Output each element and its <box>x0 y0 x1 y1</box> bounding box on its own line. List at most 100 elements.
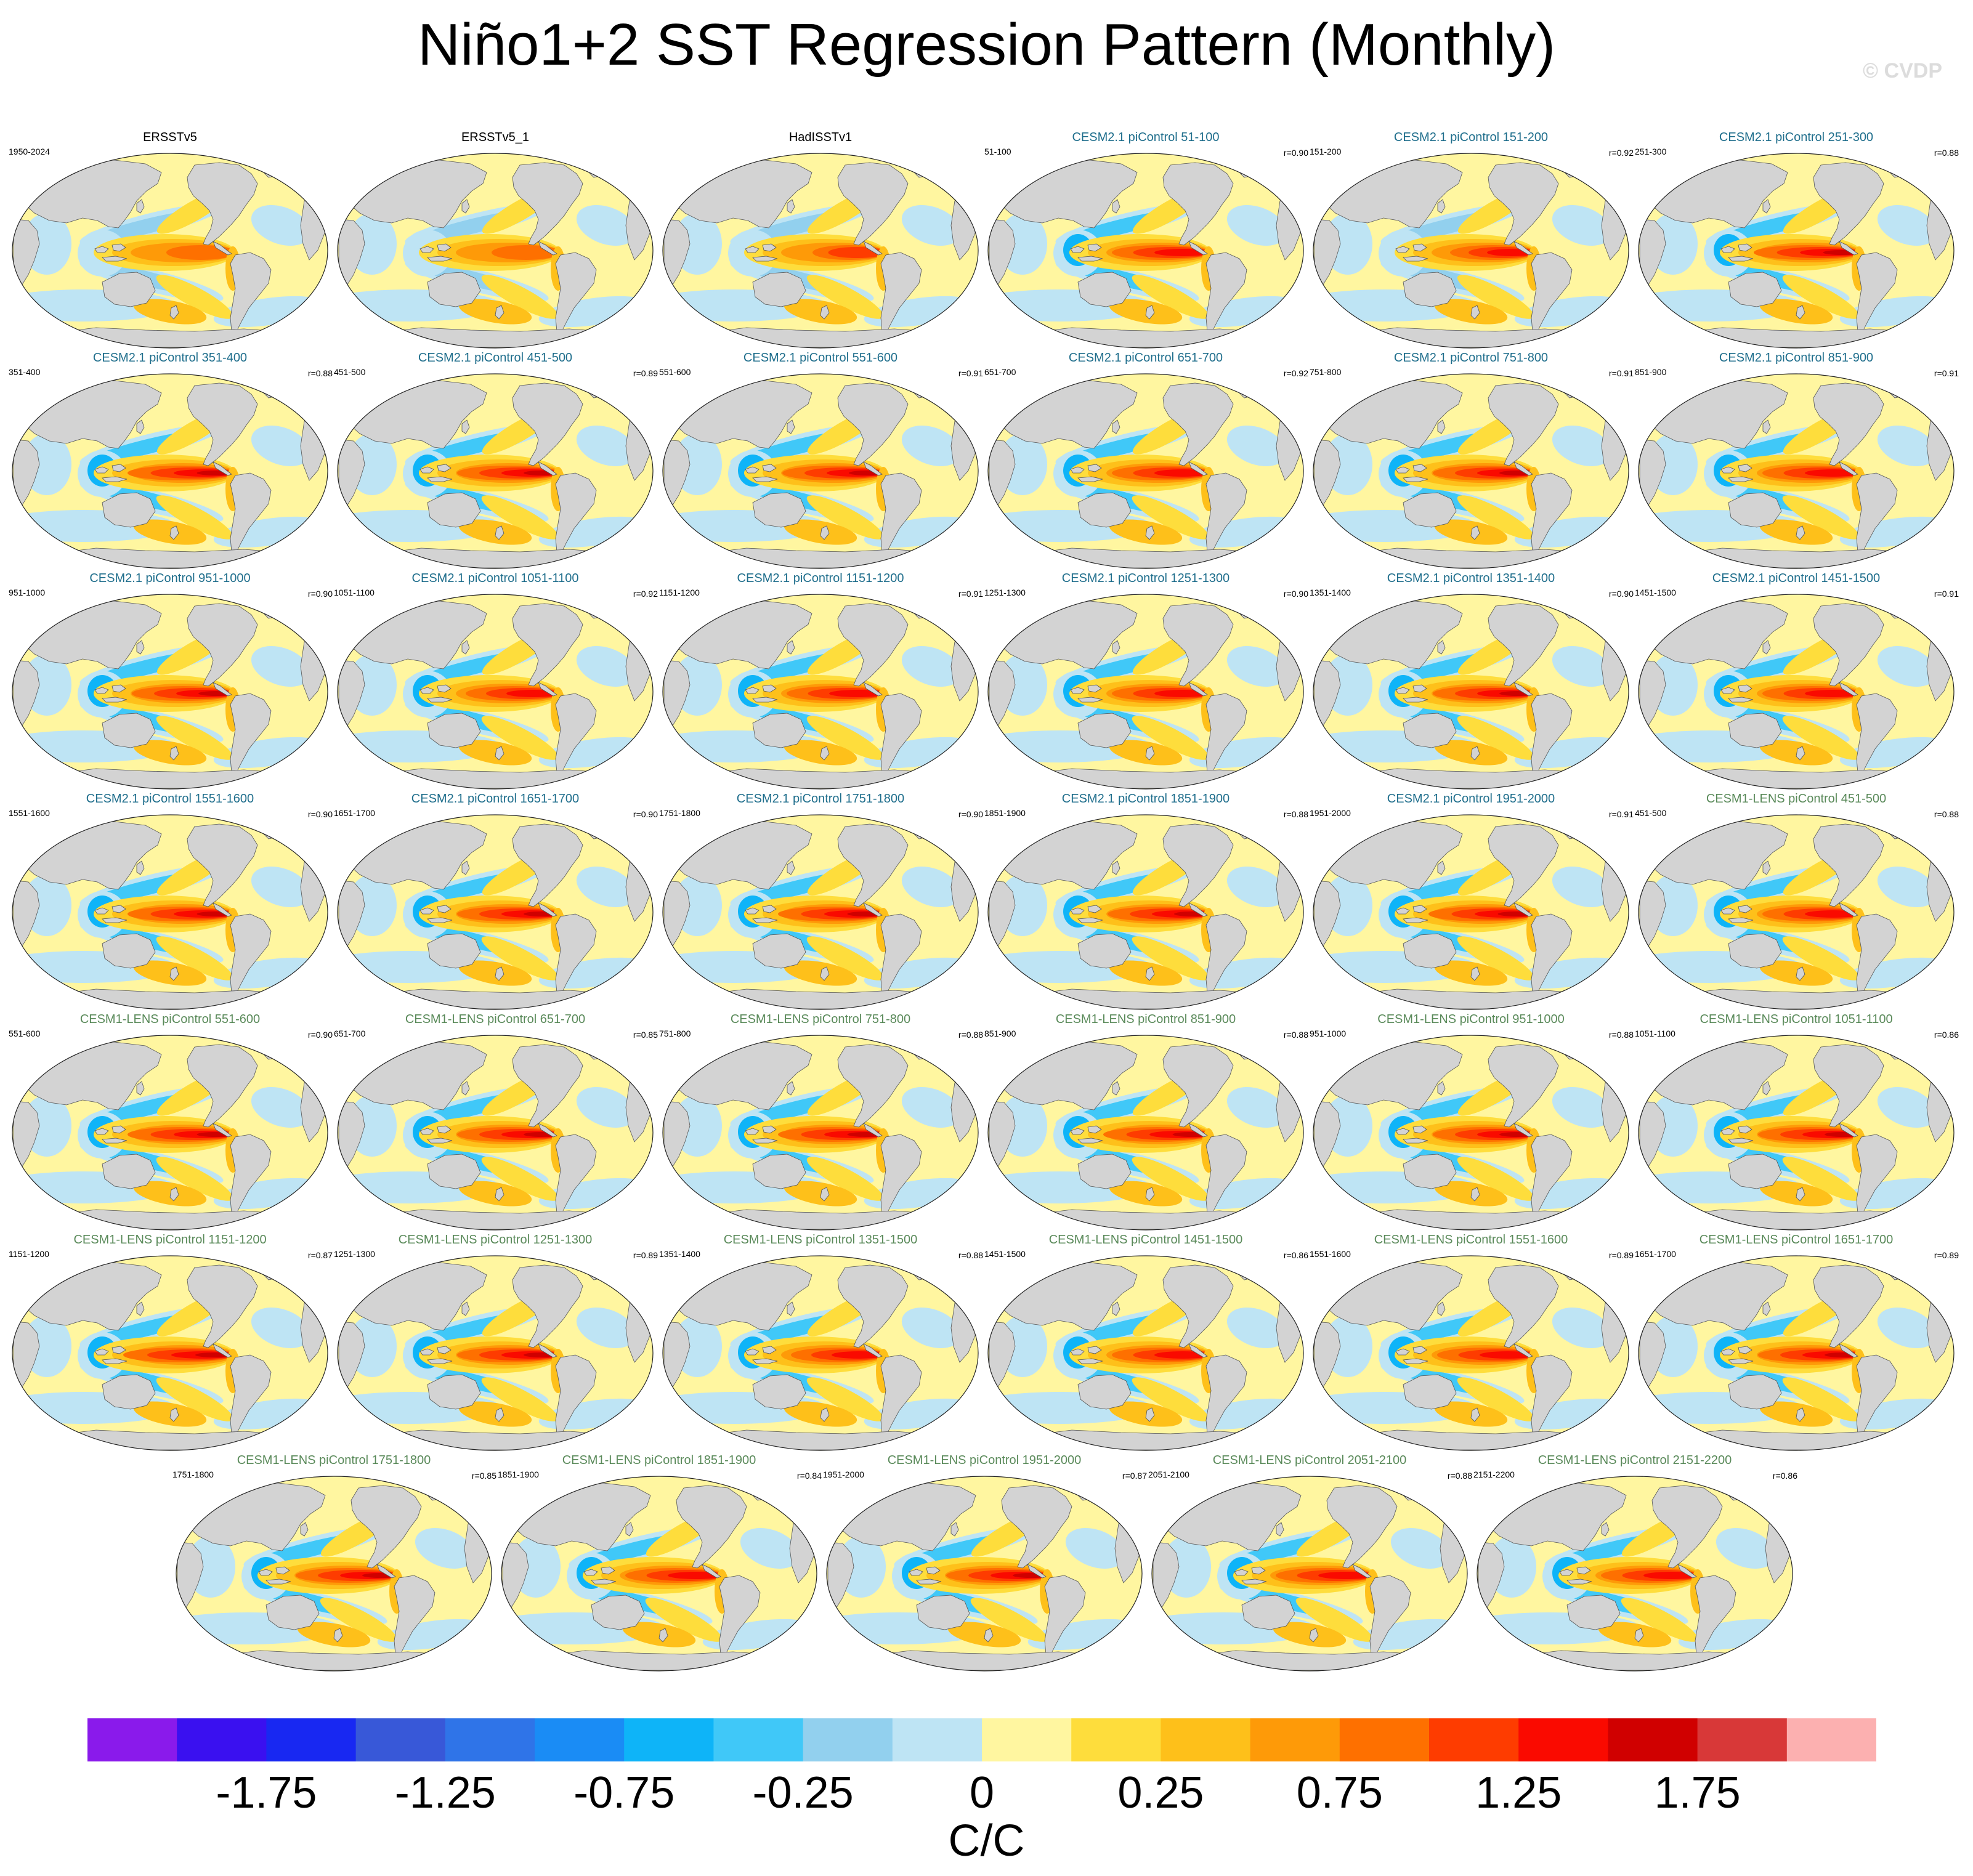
land-mass <box>863 902 883 917</box>
land-mass <box>538 1123 557 1138</box>
land-mass <box>1660 548 1932 568</box>
field-contour <box>784 1401 857 1427</box>
map-border <box>987 373 1304 569</box>
panel-title: CESM1-LENS piControl 1751-1800 <box>237 1453 431 1467</box>
colorbar-swatch <box>266 1718 357 1761</box>
field-contour <box>1759 1401 1833 1427</box>
land-mass <box>1796 305 1805 320</box>
map-border <box>176 1476 492 1672</box>
field-contour <box>1782 1157 1860 1201</box>
land-mass <box>1077 492 1132 528</box>
land-mass <box>495 966 504 981</box>
panel-period-label: 1751-1800 <box>659 808 700 818</box>
panel-correlation-label: r=0.89 <box>633 1250 658 1260</box>
panel-correlation-label: r=0.88 <box>307 368 333 378</box>
land-mass <box>427 1358 453 1364</box>
field-contour <box>1782 1377 1860 1421</box>
colorbar-tick-label: -0.25 <box>752 1768 854 1817</box>
land-mass <box>136 640 145 655</box>
land-mass <box>555 1354 597 1434</box>
land-mass <box>684 327 957 348</box>
land-mass <box>1077 1154 1132 1189</box>
land-mass <box>1738 1125 1752 1134</box>
panel-title: CESM2.1 piControl 1851-1900 <box>1061 792 1230 806</box>
land-mass <box>1010 548 1282 568</box>
land-mass <box>1087 243 1102 252</box>
land-mass <box>94 466 109 474</box>
panel-period-label: 1951-2000 <box>1310 808 1351 818</box>
land-mass <box>863 1343 883 1358</box>
land-mass <box>1513 1123 1533 1138</box>
land-mass <box>169 525 179 540</box>
map-border <box>337 373 654 569</box>
map-field <box>988 594 1303 789</box>
map-field <box>1639 1256 1954 1450</box>
land-mass <box>102 492 156 528</box>
land-mass <box>745 907 760 915</box>
field-contour <box>576 1087 636 1128</box>
field-contour <box>1457 495 1534 540</box>
map-border <box>1638 814 1955 1010</box>
land-mass <box>1112 860 1120 875</box>
land-mass <box>34 1209 306 1230</box>
map-field <box>1639 594 1954 789</box>
sst-regression-map <box>12 153 328 349</box>
field-contour <box>784 519 857 545</box>
land-mass <box>762 1346 777 1354</box>
land-mass <box>1395 907 1410 915</box>
land-mass <box>820 746 830 761</box>
land-mass <box>1728 1154 1782 1189</box>
map-panel: CESM1-LENS piControl 651-700 651-700 r=0.8… <box>333 1013 658 1232</box>
land-mass <box>1087 684 1102 693</box>
map-panel: CESM2.1 piControl 751-800 751-800 r=0.91 <box>1308 351 1634 570</box>
colorbar-swatch <box>445 1718 535 1761</box>
field-contour <box>1877 426 1937 466</box>
land-mass <box>1205 1354 1247 1434</box>
panel-title: CESM1-LENS piControl 1151-1200 <box>73 1233 267 1247</box>
land-mass <box>111 1125 126 1134</box>
land-mass <box>555 693 597 773</box>
land-mass <box>94 246 109 253</box>
land-mass <box>1762 1081 1771 1096</box>
panel-period-label: 451-500 <box>334 367 366 377</box>
land-mass <box>1796 966 1805 981</box>
panel-title: CESM1-LENS piControl 751-800 <box>730 1013 911 1026</box>
field-contour <box>1759 299 1833 325</box>
map-border <box>1477 1476 1793 1672</box>
map-border <box>337 1035 654 1231</box>
land-mass <box>111 905 126 913</box>
field-contour <box>784 740 857 766</box>
panel-title: CESM2.1 piControl 751-800 <box>1393 351 1549 365</box>
land-mass <box>1839 902 1858 917</box>
land-mass <box>762 684 777 693</box>
field-contour <box>1552 1308 1612 1348</box>
land-mass <box>1738 464 1752 472</box>
field-contour <box>1434 1401 1508 1427</box>
land-mass <box>265 1595 320 1630</box>
sst-regression-map <box>1638 1035 1955 1231</box>
land-mass <box>1145 1407 1155 1422</box>
land-mass <box>102 933 156 969</box>
land-mass <box>359 548 631 568</box>
sst-regression-map <box>662 1255 979 1451</box>
map-panel: CESM2.1 piControl 51-100 51-100 r=0.90 <box>983 131 1308 350</box>
land-mass <box>762 464 777 472</box>
land-mass <box>1728 713 1782 748</box>
field-contour <box>1132 936 1209 980</box>
land-mass <box>213 1343 232 1358</box>
field-contour <box>481 495 559 540</box>
land-mass <box>1566 1579 1592 1585</box>
land-mass <box>1395 466 1410 474</box>
land-mass <box>555 252 597 332</box>
map-panel: CESM2.1 piControl 451-500 451-500 r=0.89 <box>333 351 658 570</box>
panel-period-label: 951-1000 <box>9 588 46 597</box>
colorbar-units-label: C/C <box>948 1816 1025 1866</box>
sst-regression-map <box>501 1476 817 1672</box>
map-border <box>337 814 654 1010</box>
field-contour <box>1109 299 1183 325</box>
land-mass <box>461 419 470 434</box>
map-border <box>987 1255 1304 1451</box>
map-field <box>338 1035 653 1230</box>
page-title: Niño1+2 SST Regression Pattern (Monthly) <box>417 12 1556 78</box>
land-mass <box>102 1374 156 1410</box>
